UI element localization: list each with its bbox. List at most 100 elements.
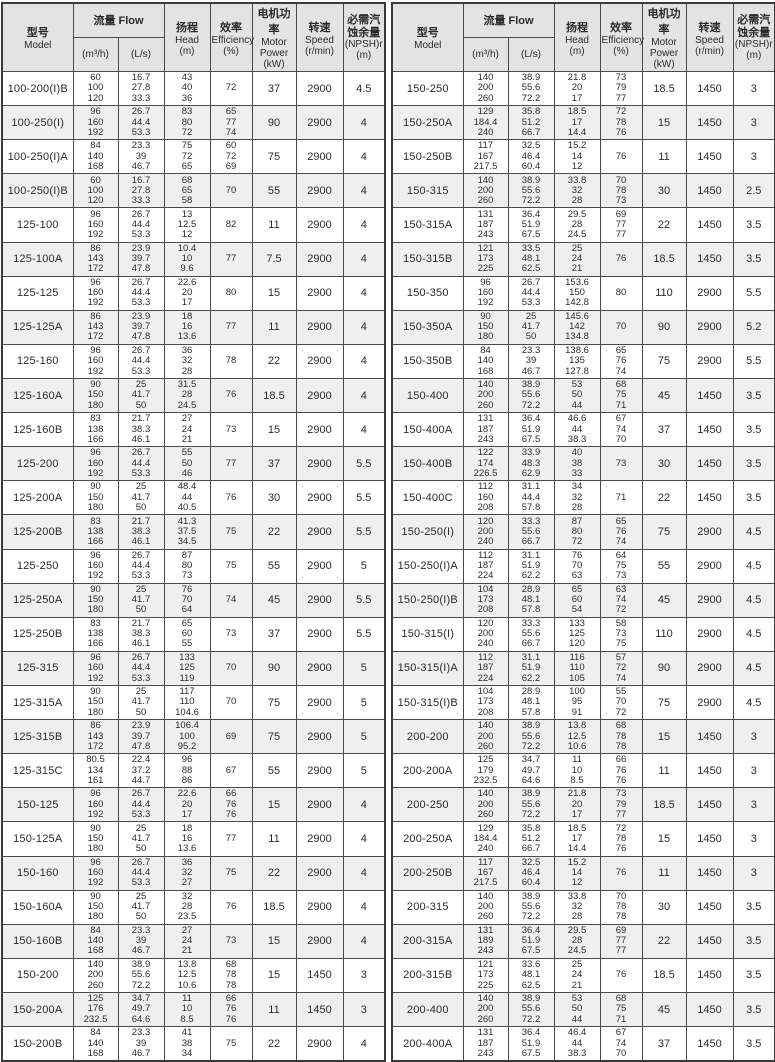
- power-cell: 22: [641, 480, 687, 516]
- flow-ls-cell: 25 41.7 50: [117, 582, 165, 618]
- model-cell: 150-315(I): [391, 616, 464, 652]
- npsh-cell: 3.5: [732, 1026, 775, 1062]
- power-cell: 18.5: [641, 957, 687, 993]
- flow-ls-cell: 25 41.7 50: [117, 377, 165, 414]
- speed-cell: 2900: [295, 480, 344, 516]
- head-cell: 29.5 28 24.5: [553, 207, 601, 243]
- speed-cell: 1450: [685, 855, 734, 891]
- flow-ls-cell: 38.9 55.6 72.2: [507, 377, 555, 414]
- power-cell: 11: [251, 207, 297, 243]
- model-cell: 150-315B: [391, 241, 464, 277]
- efficiency-cell: 76: [599, 241, 643, 277]
- flow-ls-cell: 23.9 39.7 47.8: [117, 241, 165, 277]
- head-cell: 15.2 14 12: [553, 855, 601, 891]
- flow-m3h-cell: 96 160 192: [72, 105, 119, 141]
- model-cell: 125-160A: [1, 377, 74, 414]
- efficiency-cell: 73: [209, 616, 253, 652]
- flow-m3h-cell: 60 100 120: [72, 70, 119, 107]
- table-row: 200-315 140 200 260 38.9 55.6 72.2 33.8 32 …: [391, 889, 775, 925]
- model-cell: 200-315B: [391, 957, 464, 993]
- flow-m3h-cell: 86 143 172: [72, 241, 119, 277]
- efficiency-cell: 72: [209, 70, 253, 107]
- npsh-cell: 3: [732, 753, 775, 789]
- speed-cell: 1450: [685, 991, 734, 1028]
- table-row: 125-200A 90 150 180 25 41.7 50 48.4 44 40.5…: [1, 480, 386, 516]
- flow-m3h-cell: 104 173 208: [462, 582, 509, 618]
- speed-cell: 2900: [295, 923, 344, 959]
- speed-cell: 2900: [295, 309, 344, 345]
- npsh-cell: 3.5: [732, 207, 775, 243]
- power-cell: 55: [251, 548, 297, 584]
- head-cell: 116 110 105: [553, 650, 601, 686]
- flow-m3h-cell: 140 200 260: [462, 377, 509, 414]
- table-row: 200-400A 131 187 243 36.4 51.9 67.5 46.4 44…: [391, 1026, 775, 1062]
- model-cell: 200-200: [391, 719, 464, 755]
- model-cell: 125-250: [1, 548, 74, 584]
- table-row: 150-160B 84 140 168 23.3 39 46.7 27 24 21 73…: [1, 923, 386, 959]
- npsh-cell: 5: [342, 753, 386, 789]
- speed-cell: 2900: [295, 1026, 344, 1062]
- model-cell: 150-250(I)A: [391, 548, 464, 584]
- flow-ls-cell: 22.4 37.2 44.7: [117, 753, 165, 789]
- model-cell: 200-200A: [391, 753, 464, 789]
- flow-ls-cell: 26.7 44.4 53.3: [117, 343, 165, 379]
- head-cell: 145.6 142 134.8: [553, 309, 601, 345]
- flow-ls-cell: 25 41.7 50: [117, 684, 165, 721]
- flow-m3h-cell: 96 160 192: [462, 275, 509, 311]
- flow-m3h-cell: 86 143 172: [72, 309, 119, 345]
- model-cell: 100-250(I)B: [1, 173, 74, 209]
- head-cell: 68 65 58: [163, 173, 211, 209]
- head-header-zh: 扬程: [566, 21, 589, 34]
- efficiency-cell: 65 77 74: [209, 105, 253, 141]
- power-cell: 18.5: [641, 70, 687, 107]
- model-cell: 150-350A: [391, 309, 464, 345]
- eff-header-zh: 效率: [220, 21, 243, 34]
- model-cell: 125-100: [1, 207, 74, 243]
- model-header-en: Model: [414, 40, 442, 51]
- flow-ls-cell: 25 41.7 50: [117, 821, 165, 857]
- table-row: 200-250 140 200 260 38.9 55.6 72.2 21.8 20 …: [391, 787, 775, 823]
- speed-cell: 2900: [685, 343, 734, 379]
- flow-m3h-cell: 112 187 224: [462, 650, 509, 686]
- head-cell: 25 24 21: [553, 241, 601, 277]
- flow-ls-cell: 36.4 51.9 67.5: [507, 1026, 555, 1062]
- head-cell: 27 24 21: [163, 923, 211, 959]
- power-cell: 22: [251, 343, 297, 379]
- power-cell: 90: [641, 309, 687, 345]
- speed-cell: 2900: [295, 650, 344, 686]
- table-body-left: 100-200(I)B 60 100 120 16.7 27.8 33.3 43 40…: [1, 70, 386, 1062]
- npsh-cell: 4: [342, 1026, 386, 1062]
- flow-header: 流量 Flow: [483, 15, 534, 28]
- head-cell: 75 72 65: [163, 139, 211, 175]
- power-cell: 90: [641, 650, 687, 686]
- npsh-header-unit: (m): [356, 49, 372, 61]
- flow-ls-cell: 23.3 39 46.7: [117, 923, 165, 959]
- head-cell: 33.8 32 28: [553, 889, 601, 925]
- flow-m3h-cell: 90 150 180: [72, 684, 119, 721]
- efficiency-cell: 70: [209, 650, 253, 686]
- speed-cell: 1450: [685, 412, 734, 448]
- table-row: 125-315A 90 150 180 25 41.7 50 117 110 104.…: [1, 684, 386, 721]
- model-cell: 100-250(I): [1, 105, 74, 141]
- flow-m3h-cell: 125 179 232.5: [462, 753, 509, 789]
- speed-cell: 1450: [685, 173, 734, 209]
- table-row: 150-400A 131 187 243 36.4 51.9 67.5 46.6 44…: [391, 412, 775, 448]
- flow-m3h-cell: 84 140 168: [72, 1026, 119, 1062]
- model-cell: 150-400A: [391, 412, 464, 448]
- power-cell: 11: [251, 309, 297, 345]
- col-header-power: 电机功率 Motor Power (kW): [251, 2, 297, 72]
- efficiency-cell: 80: [209, 275, 253, 311]
- npsh-header-zh: 必需汽 蚀余量: [737, 14, 771, 39]
- power-header-zh: 电机功率: [257, 8, 291, 36]
- power-cell: 90: [251, 650, 297, 686]
- efficiency-cell: 77: [209, 446, 253, 482]
- npsh-cell: 4: [342, 105, 386, 141]
- col-header-speed: 转速 Speed (r/min): [295, 2, 344, 72]
- col-header-head: 扬程 Head (m): [553, 2, 601, 72]
- flow-ls-cell: 36.4 51.9 67.5: [507, 412, 555, 448]
- flow-header: 流量 Flow: [93, 15, 144, 28]
- head-cell: 53 50 44: [553, 991, 601, 1028]
- efficiency-cell: 75: [209, 514, 253, 550]
- speed-cell: 1450: [295, 991, 344, 1028]
- head-cell: 13.8 12.5 10.6: [163, 957, 211, 993]
